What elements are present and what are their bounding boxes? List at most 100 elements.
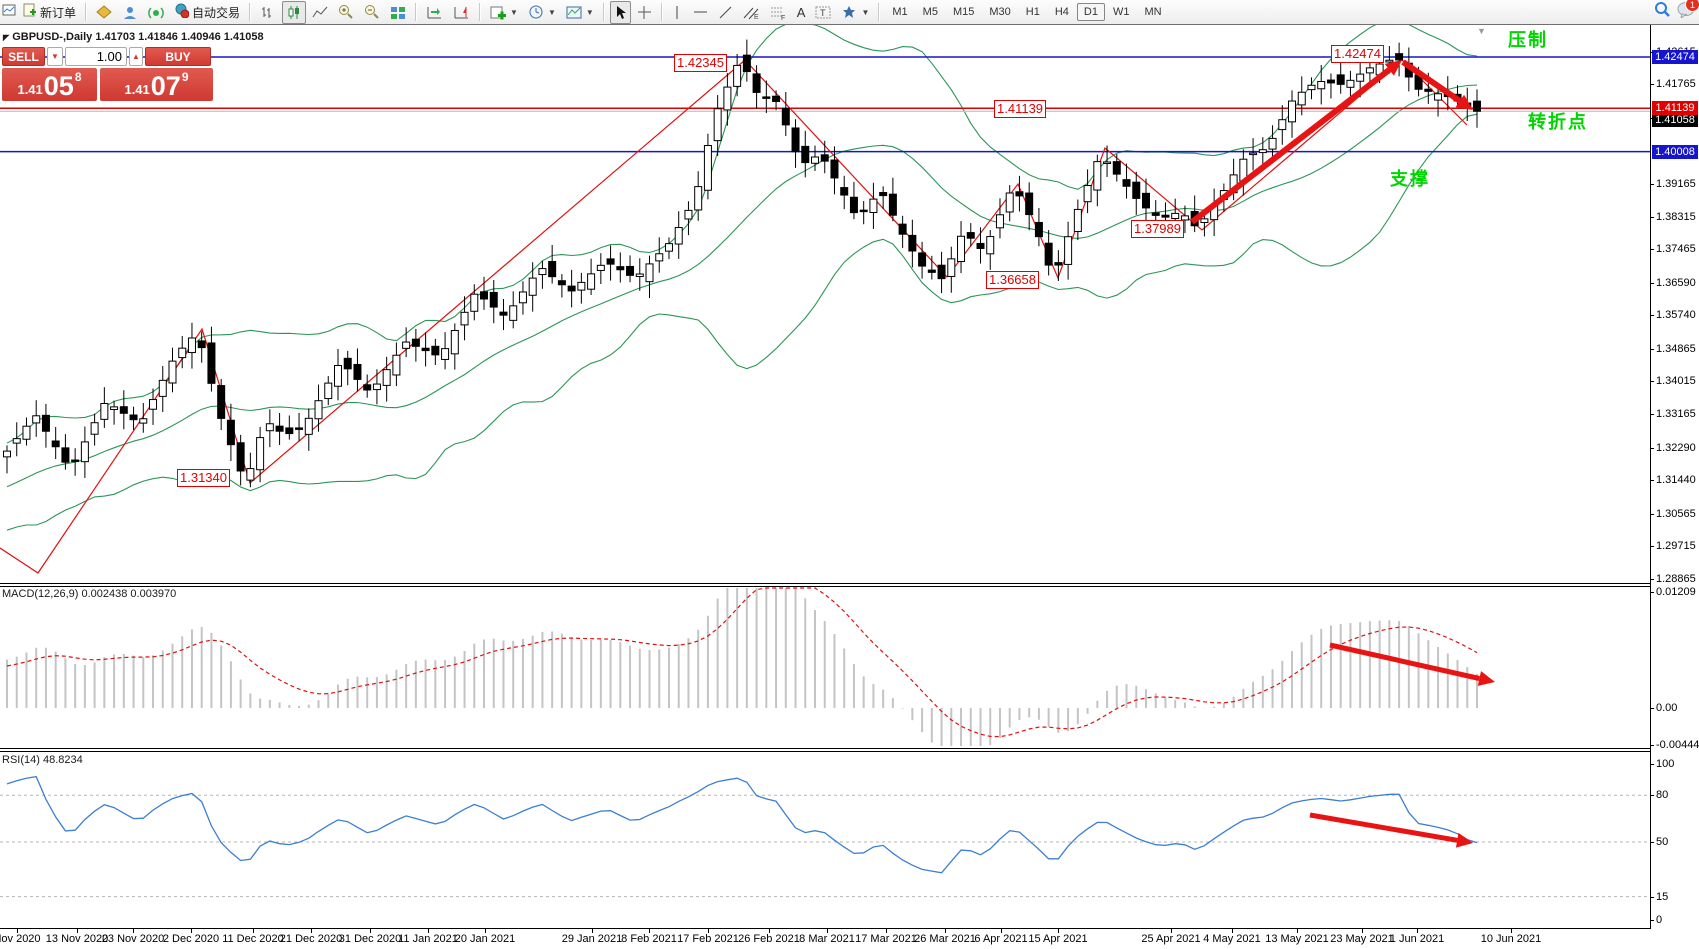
price-axis-label: 1.29715 (1656, 540, 1696, 553)
equidistant-channel-tool-button[interactable]: E (739, 1, 764, 24)
price-axis-tick (1650, 348, 1654, 350)
candle-body (168, 360, 177, 384)
profiles-button[interactable] (118, 1, 142, 24)
candle-body (460, 311, 469, 326)
swing-price-label[interactable]: 1.42345 (674, 54, 727, 72)
rsi-axis-label: 50 (1656, 836, 1669, 848)
swing-price-label[interactable]: 1.41139 (994, 100, 1047, 118)
candle-body (411, 338, 420, 347)
timeframe-button-mn[interactable]: MN (1144, 6, 1162, 18)
chart-shift-marker-icon[interactable]: ▼ (1477, 26, 1486, 36)
pane-separator[interactable] (0, 583, 1650, 584)
text-label-tool-button[interactable]: T (811, 1, 836, 24)
chart-shift-button[interactable] (449, 1, 474, 24)
swing-price-label[interactable]: 1.37989 (1131, 220, 1184, 238)
date-label: 6 Apr 2021 (974, 933, 1028, 945)
arrows-tool-button[interactable]: ▼ (838, 1, 873, 24)
auto-scroll-button[interactable] (422, 1, 447, 24)
candle-body (1171, 212, 1180, 220)
timeframe-button-w1[interactable]: W1 (1112, 6, 1130, 18)
svg-text:F: F (781, 15, 785, 20)
volume-input[interactable] (65, 47, 127, 66)
buy-price[interactable]: 1.41 07 9 (100, 68, 213, 101)
trend-arrow[interactable] (1190, 67, 1392, 225)
price-axis-tag: 1.42474 (1652, 50, 1698, 64)
vertical-line-tool-button[interactable] (668, 1, 687, 24)
rsi-pane-canvas[interactable] (0, 751, 1650, 928)
date-tick (827, 929, 828, 933)
date-label: 23 Nov 2020 (101, 933, 165, 945)
candle-body (1073, 208, 1082, 232)
candle-body (3, 450, 11, 458)
templates-button[interactable]: ▼ (562, 1, 598, 24)
sell-price[interactable]: 1.41 05 8 (2, 68, 97, 101)
cursor-tool-button[interactable] (609, 0, 631, 24)
pane-collapse-icon[interactable]: ◤ (3, 33, 10, 42)
line-chart-mode-button[interactable] (308, 1, 332, 24)
date-label: 15 Apr 2021 (1028, 933, 1088, 945)
autotrading-icon (174, 3, 190, 21)
timeframe-button-m15[interactable]: M15 (952, 6, 975, 18)
timeframe-button-m5[interactable]: M5 (922, 6, 938, 18)
trend-arrow[interactable] (1329, 642, 1480, 681)
sell-price-sup: 8 (74, 70, 82, 84)
timeframe-button-m1[interactable]: M1 (892, 6, 908, 18)
trend-arrow[interactable] (1401, 59, 1462, 104)
price-axis-label: 1.31440 (1656, 474, 1696, 487)
notifications-icon[interactable]: 1 (1677, 0, 1699, 23)
trend-arrow[interactable] (1309, 812, 1458, 843)
text-tool-button[interactable]: A (796, 4, 806, 20)
candle-body (1395, 53, 1404, 61)
candle-body (441, 348, 450, 360)
swing-price-label[interactable]: 1.31340 (177, 469, 230, 487)
new-order-button[interactable]: 新订单 (18, 1, 80, 24)
candle-body (723, 86, 732, 111)
candle-body (635, 273, 644, 278)
styler-button[interactable] (92, 1, 116, 24)
date-label: 17 Mar 2021 (855, 933, 917, 945)
candle-body (343, 357, 352, 370)
tile-windows-button[interactable] (386, 1, 410, 24)
crosshair-tool-button[interactable] (633, 1, 656, 24)
zoom-in-button[interactable] (334, 1, 358, 24)
bar-chart-mode-button[interactable] (256, 1, 280, 24)
pane-separator[interactable] (0, 748, 1650, 749)
zigzag-line[interactable] (0, 59, 1468, 574)
date-tick (708, 929, 709, 933)
macd-axis-label: -0.004446 (1656, 739, 1699, 751)
timeframe-button-h1[interactable]: H1 (1025, 6, 1040, 18)
main-chart-canvas[interactable] (0, 25, 1650, 583)
fibonacci-tool-button[interactable]: F (766, 1, 791, 24)
candle-body (1141, 192, 1150, 209)
timeframe-button-h4[interactable]: H4 (1054, 6, 1069, 18)
macd-signal-line (6, 587, 1478, 738)
signals-button[interactable] (144, 1, 168, 24)
horizontal-line-tool-button[interactable] (689, 1, 712, 24)
turning-point-note: 转折点 (1528, 112, 1588, 132)
macd-pane-canvas[interactable] (0, 586, 1650, 748)
swing-price-label[interactable]: 1.36658 (986, 271, 1039, 289)
zoom-out-button[interactable] (360, 1, 384, 24)
candle-body (1288, 100, 1297, 123)
price-axis-label: 1.32290 (1656, 441, 1696, 454)
candle-body (596, 264, 605, 271)
date-tick (1001, 929, 1002, 933)
volume-up-button[interactable]: ▲ (129, 47, 143, 66)
swing-price-label[interactable]: 1.42474 (1331, 45, 1384, 63)
sell-button[interactable]: SELL (2, 47, 45, 66)
candle-body (538, 268, 547, 276)
candle-body (518, 291, 527, 304)
symbol-ohlc-line: ◤ GBPUSD-,Daily 1.41703 1.41846 1.40946 … (3, 31, 264, 43)
candlestick-mode-button[interactable] (282, 0, 307, 24)
buy-button[interactable]: BUY (145, 47, 211, 66)
timeframe-group: M1 M5 M15 M30 H1 H4 D1 W1 MN (885, 3, 1168, 21)
search-icon[interactable] (1654, 1, 1671, 23)
trendline-tool-button[interactable] (714, 1, 737, 24)
timeframe-button-d1[interactable]: D1 (1076, 3, 1105, 21)
timeframe-button-m30[interactable]: M30 (989, 6, 1011, 18)
periods-button[interactable]: ▼ (524, 1, 560, 24)
volume-down-button[interactable]: ▼ (47, 47, 63, 66)
autotrading-button[interactable]: 自动交易 (170, 1, 244, 24)
indicators-button[interactable]: ▼ (486, 1, 522, 24)
candle-body (1434, 93, 1443, 101)
